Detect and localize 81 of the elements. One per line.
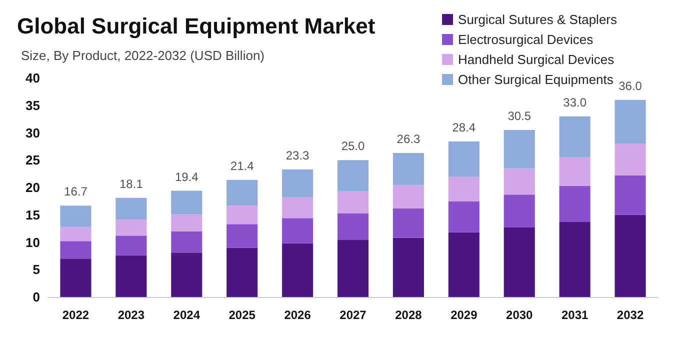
bar <box>337 160 369 192</box>
bar <box>226 180 258 206</box>
bar <box>448 201 480 232</box>
bar <box>337 240 369 297</box>
bar <box>614 100 646 144</box>
bar <box>171 231 202 253</box>
bar <box>60 206 92 227</box>
x-tick-label: 2027 <box>340 308 367 322</box>
y-tick-label: 35 <box>26 98 40 113</box>
bar <box>60 258 92 297</box>
bar <box>226 248 258 297</box>
bar <box>504 227 535 297</box>
total-label: 26.3 <box>396 132 420 146</box>
bar <box>171 190 202 214</box>
bar <box>116 255 147 297</box>
chart-subtitle: Size, By Product, 2022-2032 (USD Billion) <box>21 48 265 63</box>
y-tick-label: 0 <box>32 290 40 304</box>
bar <box>392 185 424 208</box>
legend-label: Surgical Sutures & Staplers <box>458 12 618 27</box>
y-tick-label: 15 <box>26 207 40 222</box>
bar <box>282 218 314 244</box>
y-tick-label: 20 <box>26 180 40 195</box>
y-tick-label: 30 <box>26 125 40 140</box>
total-label: 23.3 <box>286 148 310 162</box>
bar <box>504 130 535 168</box>
legend-label: Handheld Surgical Devices <box>458 52 615 67</box>
x-tick-label: 2025 <box>228 308 256 322</box>
x-tick-label: 2024 <box>173 308 200 322</box>
bar <box>559 116 590 158</box>
bar <box>559 186 590 222</box>
bar <box>60 241 92 259</box>
total-label: 36.0 <box>618 78 642 93</box>
total-label: 33.0 <box>563 95 587 110</box>
x-tick-label: 2028 <box>395 308 422 322</box>
bar <box>116 220 147 236</box>
x-tick-label: 2029 <box>450 308 478 322</box>
bar <box>226 224 258 248</box>
total-label: 16.7 <box>64 184 88 199</box>
y-tick-label: 40 <box>26 70 40 86</box>
total-label: 28.4 <box>452 120 476 135</box>
x-tick-label: 2022 <box>62 308 90 322</box>
bar <box>116 236 147 256</box>
bar <box>504 194 535 228</box>
total-label: 30.5 <box>508 109 532 124</box>
bar <box>282 197 314 218</box>
legend-label: Other Surgical Equipments <box>458 72 614 87</box>
bar <box>614 144 646 176</box>
total-label: 21.4 <box>230 158 254 173</box>
bar <box>504 168 535 195</box>
bar <box>60 226 92 242</box>
bar <box>392 208 424 238</box>
bar <box>226 206 258 224</box>
total-label: 18.1 <box>120 176 144 191</box>
x-tick-label: 2026 <box>284 308 312 322</box>
x-tick-label: 2032 <box>616 308 644 322</box>
bar <box>614 175 646 215</box>
bar <box>559 222 590 297</box>
x-tick-label: 2023 <box>118 308 145 322</box>
legend-label: Electrosurgical Devices <box>458 32 594 47</box>
bar <box>448 232 480 297</box>
chart-title: Global Surgical Equipment Market <box>17 14 376 38</box>
total-label: 25.0 <box>341 139 365 154</box>
bar <box>559 157 590 186</box>
x-tick-label: 2030 <box>506 308 534 322</box>
y-tick-label: 5 <box>32 262 40 278</box>
bar <box>282 243 314 297</box>
bar <box>392 153 424 186</box>
y-tick-label: 25 <box>26 152 40 168</box>
bar <box>171 214 202 232</box>
y-tick-label: 10 <box>26 234 40 250</box>
x-tick-label: 2031 <box>561 308 588 322</box>
bar <box>116 198 147 220</box>
bar <box>448 142 480 177</box>
bar <box>171 252 202 297</box>
bar <box>392 238 424 297</box>
bar <box>337 191 369 214</box>
bar <box>614 214 646 297</box>
bar <box>337 213 369 240</box>
total-label: 19.4 <box>174 170 199 184</box>
bar <box>282 169 314 198</box>
bar <box>448 176 480 202</box>
